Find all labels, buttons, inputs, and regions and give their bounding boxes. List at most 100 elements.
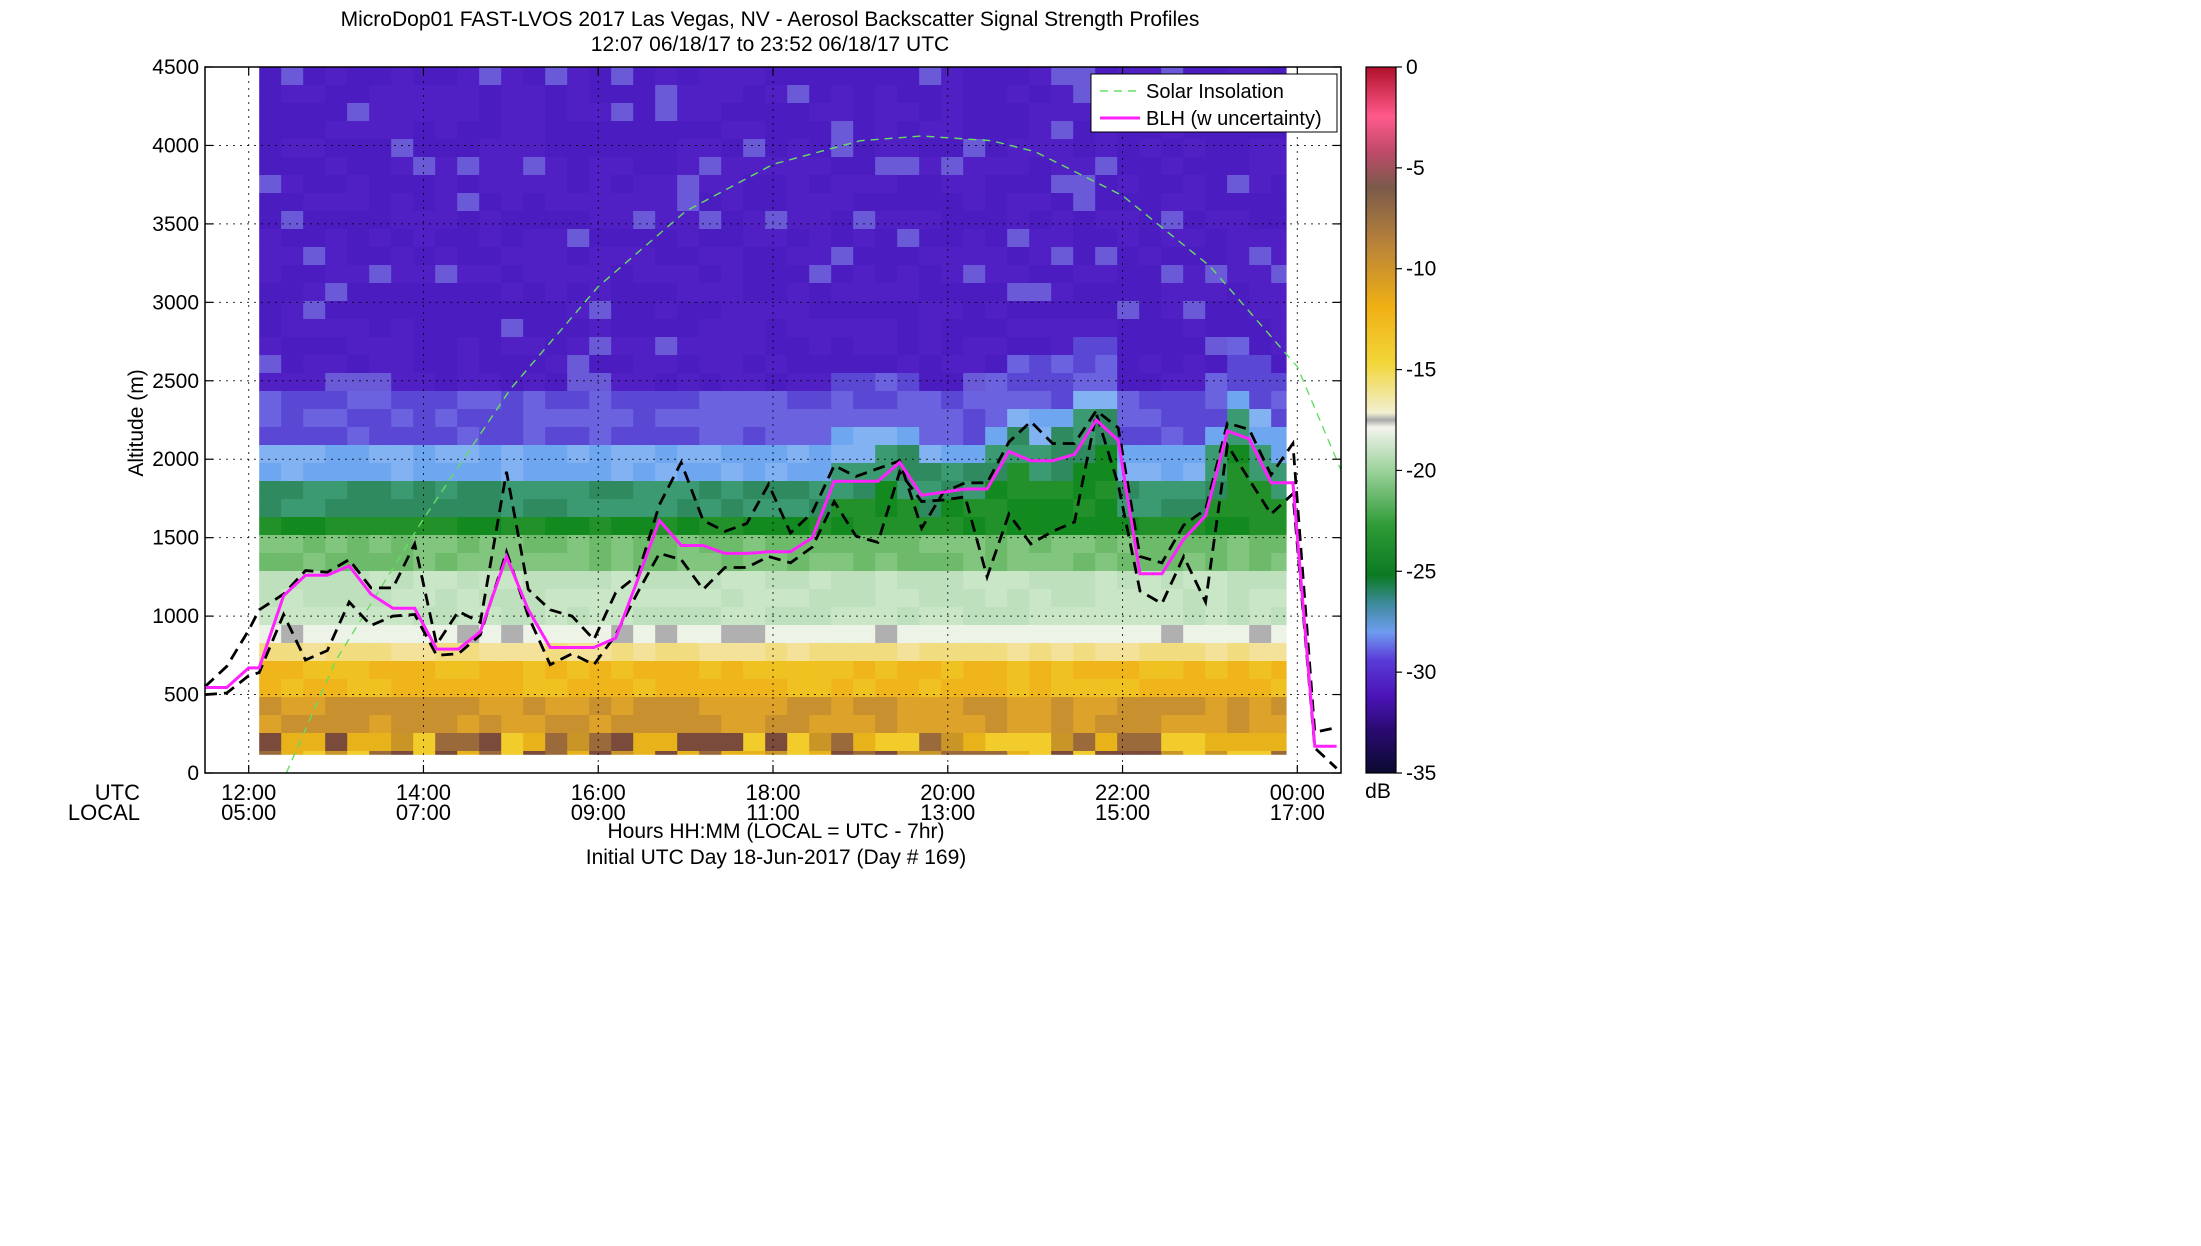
heatmap-cell (391, 535, 414, 554)
heatmap-cell (743, 229, 766, 248)
heatmap-cell (1007, 265, 1030, 284)
heatmap-cell (479, 283, 502, 302)
heatmap-cell (787, 409, 810, 428)
heatmap-cell (919, 157, 942, 176)
heatmap-cell (457, 337, 480, 356)
heatmap-cell (1183, 283, 1206, 302)
heatmap-cell (1073, 355, 1096, 374)
heatmap-cell (1161, 697, 1184, 716)
x-axis: 12:0005:0014:0007:0016:0009:0018:0011:00… (221, 67, 1325, 825)
heatmap-cell (985, 283, 1008, 302)
heatmap-cell (941, 445, 964, 464)
heatmap-cell (1161, 247, 1184, 266)
heatmap-cell (413, 157, 436, 176)
heatmap-cell (721, 229, 744, 248)
footer-label: Initial UTC Day 18-Jun-2017 (Day # 169) (586, 846, 967, 869)
heatmap-cell (435, 409, 458, 428)
heatmap-cell (633, 247, 656, 266)
heatmap-cell (479, 373, 502, 392)
x-tick-label-utc: 22:00 (1095, 780, 1150, 805)
heatmap-cell (1029, 733, 1052, 752)
heatmap-cell (281, 175, 304, 194)
heatmap-cell (259, 733, 282, 752)
heatmap-cell (1227, 589, 1250, 608)
heatmap-cell (611, 265, 634, 284)
heatmap-cell (677, 679, 700, 698)
heatmap-cell (963, 247, 986, 266)
heatmap-cell (897, 661, 920, 680)
heatmap-cell (1227, 679, 1250, 698)
heatmap-cell (1095, 427, 1118, 446)
heatmap-cell (919, 121, 942, 140)
heatmap-cell (875, 157, 898, 176)
heatmap-cell (1051, 625, 1074, 644)
heatmap-cell (523, 85, 546, 104)
y-tick-label: 4500 (152, 56, 199, 79)
heatmap-cell (413, 427, 436, 446)
heatmap-cell (853, 67, 876, 86)
heatmap-cell (919, 229, 942, 248)
heatmap-cell (413, 355, 436, 374)
heatmap-cell (501, 283, 524, 302)
heatmap-cell (567, 553, 590, 572)
heatmap-cell (545, 553, 568, 572)
heatmap-cell (479, 733, 502, 752)
heatmap-cell (985, 733, 1008, 752)
heatmap-cell (1095, 499, 1118, 518)
heatmap-cell (1051, 67, 1074, 86)
heatmap-cell (545, 625, 568, 644)
heatmap-cell (853, 715, 876, 734)
heatmap-cell (853, 481, 876, 500)
heatmap-cell (347, 409, 370, 428)
heatmap-cell (1271, 229, 1287, 248)
heatmap-cell (479, 679, 502, 698)
heatmap-cell (325, 553, 348, 572)
heatmap-cell (1271, 553, 1287, 572)
heatmap-cell (1139, 139, 1162, 158)
heatmap-cell (1227, 445, 1250, 464)
heatmap-cell (1161, 355, 1184, 374)
heatmap-cell (325, 409, 348, 428)
heatmap-cell (721, 679, 744, 698)
heatmap-cell (875, 265, 898, 284)
heatmap-cell (589, 121, 612, 140)
heatmap-cell (1227, 337, 1250, 356)
heatmap-cell (765, 319, 788, 338)
heatmap-cell (941, 409, 964, 428)
heatmap-cell (1095, 229, 1118, 248)
heatmap-cell (369, 751, 392, 755)
heatmap-cell (325, 661, 348, 680)
x-tick-label-local: 11:00 (746, 800, 799, 825)
heatmap-cell (1183, 391, 1206, 410)
heatmap-cell (809, 337, 832, 356)
heatmap-cell (743, 103, 766, 122)
heatmap-cell (1205, 247, 1228, 266)
heatmap-cell (479, 103, 502, 122)
x-tick-label-utc: 14:00 (396, 780, 451, 805)
heatmap-cell (325, 157, 348, 176)
heatmap-cell (1205, 139, 1228, 158)
heatmap-cell (1271, 247, 1287, 266)
heatmap-cell (897, 625, 920, 644)
heatmap-cell (787, 553, 810, 572)
heatmap-cell (633, 715, 656, 734)
heatmap-cell (721, 373, 744, 392)
heatmap-cell (1051, 643, 1074, 662)
heatmap-cell (435, 697, 458, 716)
heatmap-cell (831, 553, 854, 572)
heatmap-cell (919, 751, 942, 755)
heatmap-cell (589, 661, 612, 680)
heatmap-cell (369, 85, 392, 104)
heatmap-cell (479, 625, 502, 644)
heatmap-cell (523, 283, 546, 302)
heatmap-cell (479, 85, 502, 104)
heatmap-cell (743, 355, 766, 374)
heatmap-cell (457, 643, 480, 662)
heatmap-cell (1139, 535, 1162, 554)
heatmap-cell (347, 157, 370, 176)
heatmap-cell (281, 679, 304, 698)
heatmap-cell (1073, 589, 1096, 608)
heatmap-cell (523, 67, 546, 86)
heatmap-cell (897, 85, 920, 104)
heatmap-cell (413, 193, 436, 212)
